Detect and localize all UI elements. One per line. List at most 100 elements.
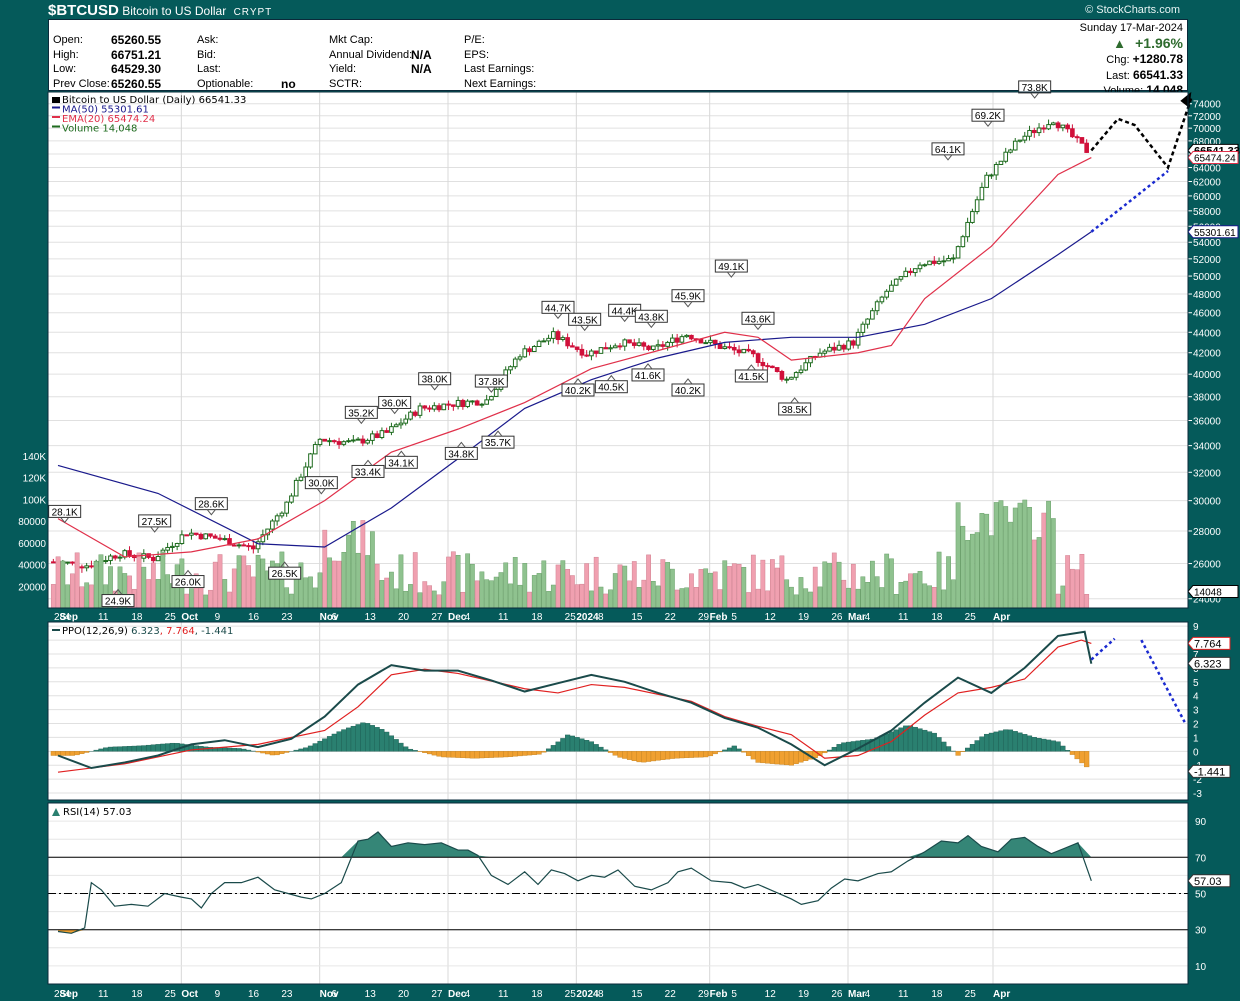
histogram-bar [617,751,623,758]
candle [222,538,228,541]
volume-bar [455,554,461,609]
histogram-bar [1069,751,1075,755]
candle [189,532,194,536]
histogram-bar [141,745,147,752]
date-tick: 25 [165,989,177,1000]
histogram-bar [388,735,395,752]
histogram-bar [684,751,690,758]
histogram-bar [503,751,509,758]
candle [1036,127,1042,134]
volume-bar [155,579,161,609]
histogram-bar [393,739,399,752]
candle [646,345,651,350]
volume-bar [1055,593,1061,609]
date-tick: Apr [993,612,1010,623]
volume-bar [441,581,447,609]
histogram-bar [712,751,718,755]
histogram-bar [226,747,233,752]
candle [341,441,347,445]
volume-bar [555,564,561,609]
volume-bar [493,576,499,609]
candle [289,495,294,503]
histogram-bar [965,747,971,752]
candle [512,358,518,368]
candle [312,444,318,455]
histogram-bar [165,743,171,752]
volume-bar [755,588,761,609]
candle [470,400,475,403]
price-tick: 40000 [1193,370,1221,381]
candle [1070,128,1075,138]
candle [431,405,437,410]
date-tick: Dec [448,989,467,1000]
candle [489,395,494,401]
histogram-bar [336,731,342,752]
histogram-bar [603,749,609,752]
volume-bar [593,556,599,609]
volume-bar [917,571,923,609]
histogram-bar [488,751,495,758]
candle [193,532,199,535]
histogram-bar [703,751,709,758]
volume-bar [908,573,913,609]
histogram-bar [893,729,899,752]
volume-bar [941,589,947,609]
date-tick: 25 [565,612,577,623]
candle [303,466,309,478]
histogram-bar [331,733,337,752]
date-tick: 2024 [576,989,599,1000]
histogram-bar [74,751,80,756]
ppo-value-tag: 7.764 [1187,636,1231,650]
histogram-bar [1003,729,1009,752]
candle [1060,124,1066,129]
histogram-bar [826,749,833,752]
quote-col-price-label: Low: [53,63,77,75]
volume-bar [974,532,980,609]
volume-bar [479,571,485,609]
volume-bar [889,558,894,609]
candle [1051,122,1056,126]
histogram-bar [222,747,228,752]
peak-label: 45.9K [675,292,701,303]
svg-text:55301.61: 55301.61 [1194,228,1236,239]
volume-bar [1031,539,1037,609]
histogram-bar [631,751,637,761]
candle [493,388,499,397]
forecast-path-black [1090,97,1193,171]
histogram-bar [831,746,837,752]
histogram-bar [507,751,514,757]
panel-border [47,621,1189,801]
volume-bar [841,579,847,609]
candle [422,405,428,409]
histogram-bar [550,745,556,752]
ppo-legend-label: PPO(12,26,9) 6.323, 7.764, -1.441 [62,626,233,637]
volume-bar [403,590,409,609]
candle [727,346,732,349]
histogram-bar [560,738,566,752]
histogram-bar [822,751,828,754]
volume-bar [1065,555,1071,609]
volume-bar [208,589,213,609]
date-tick: 16 [248,612,260,623]
volume-bar [227,591,232,609]
volume-bar [865,582,871,609]
candle [479,403,485,406]
histogram-bar [241,748,247,752]
candle [284,501,289,514]
date-tick: Mar [848,612,866,623]
volume-bar [222,579,228,609]
volume-bar [231,568,237,609]
histogram-bar [422,751,428,753]
candle [84,565,89,569]
rsi-tick: 50 [1195,890,1207,901]
volume-bar [1050,518,1056,609]
volume-bar [560,560,566,609]
candle [665,341,670,347]
price-tick: 54000 [1193,238,1221,249]
histogram-bar [145,744,152,752]
price-tick: 44000 [1193,328,1221,339]
volume-bar [922,583,928,609]
histogram-bar [645,751,652,762]
overbought-fill [58,831,1092,858]
ppo-tick: 9 [1193,622,1199,633]
